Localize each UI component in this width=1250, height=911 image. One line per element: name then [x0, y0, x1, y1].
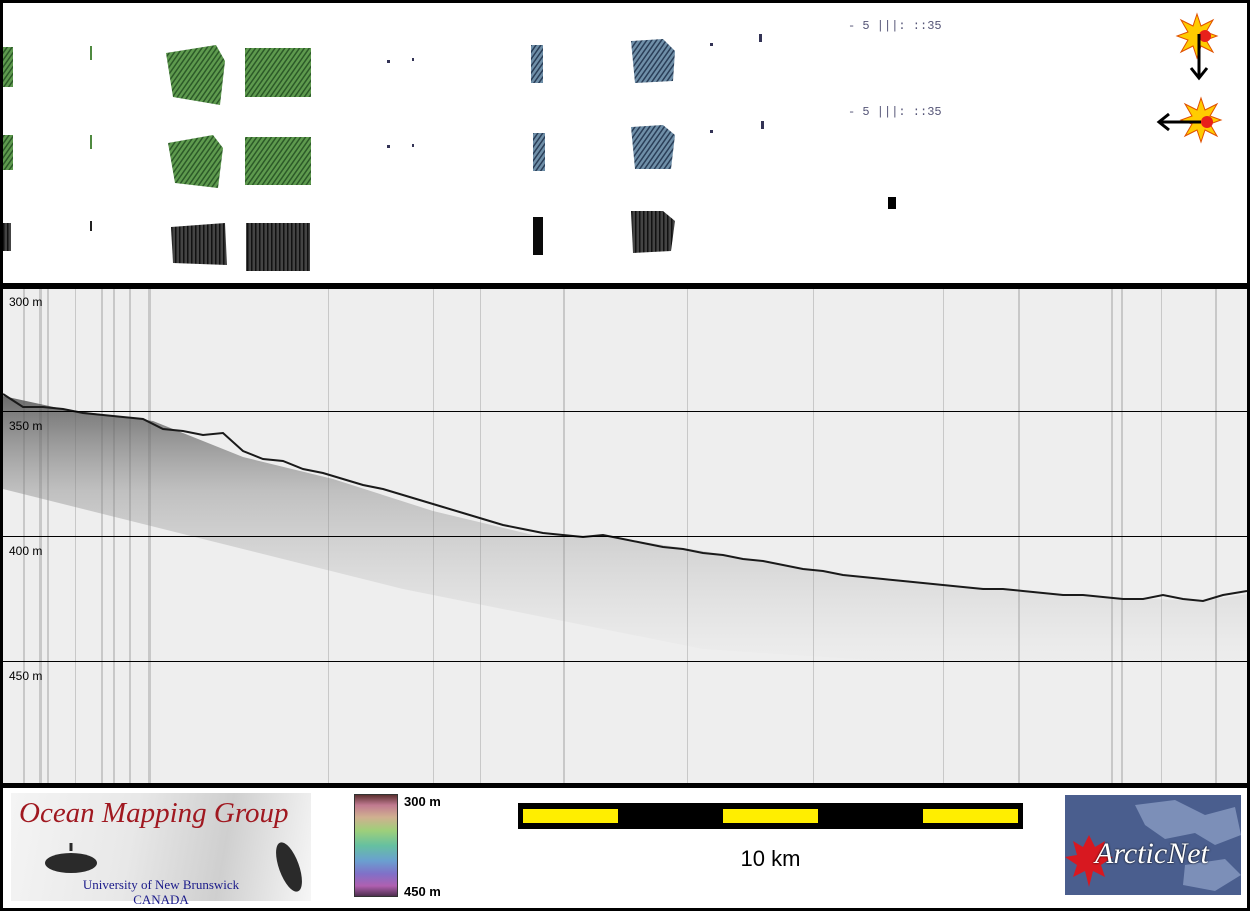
- omg-country: CANADA: [133, 892, 189, 907]
- depth-gridline-400: [3, 536, 1247, 537]
- depth-colorbar: [354, 794, 398, 897]
- depth-gridline-350: [3, 411, 1247, 412]
- scale-segment: [723, 809, 818, 823]
- scale-segment: [923, 809, 1018, 823]
- ocean-mapping-group-logo: Ocean Mapping Group University of New Br…: [11, 793, 311, 907]
- colorbar-bottom-label: 450 m: [404, 884, 441, 899]
- depth-label-350: 350 m: [9, 419, 43, 433]
- colorbar-top-label: 300 m: [404, 794, 441, 809]
- arcticnet-logo: ArcticNet: [1065, 795, 1241, 895]
- scale-label: 10 km: [740, 846, 801, 871]
- svg-text:- 5 |||: ::35: - 5 |||: ::35: [848, 19, 942, 33]
- sun-illumination-south-icon: [1175, 12, 1219, 81]
- seabed-vehicle-icon: [45, 843, 97, 873]
- depth-label-300: 300 m: [9, 295, 43, 309]
- echogram-panel: 300 m 350 m 400 m 450 m: [3, 289, 1247, 783]
- fish-icon: [276, 842, 302, 892]
- omg-title: Ocean Mapping Group: [19, 797, 289, 829]
- swath-image-panel: - 5 |||: ::35 - 5 |||: ::35: [3, 3, 1247, 283]
- swath-renderings: - 5 |||: ::35 - 5 |||: ::35: [3, 19, 942, 271]
- legend-panel: Ocean Mapping Group University of New Br…: [3, 788, 1247, 908]
- sub-bottom-scatter: [3, 396, 1247, 669]
- arctic-map-icon: [1065, 800, 1241, 891]
- swath-row-backscatter: [3, 197, 896, 271]
- depth-gridline-450: [3, 661, 1247, 662]
- swath-row-north-lit: - 5 |||: ::35: [3, 19, 942, 105]
- sun-illumination-west-icon: [1156, 96, 1223, 144]
- scale-segment: [523, 809, 618, 823]
- svg-text:- 5 |||: ::35: - 5 |||: ::35: [848, 105, 942, 119]
- distance-scale-bar: [518, 803, 1023, 829]
- depth-label-450: 450 m: [9, 669, 43, 683]
- arcticnet-wordmark: ArcticNet: [1095, 837, 1209, 870]
- swath-row-west-lit: - 5 |||: ::35: [3, 105, 942, 188]
- seabed-line: [3, 393, 1247, 603]
- omg-university: University of New Brunswick: [82, 877, 240, 892]
- depth-label-400: 400 m: [9, 544, 43, 558]
